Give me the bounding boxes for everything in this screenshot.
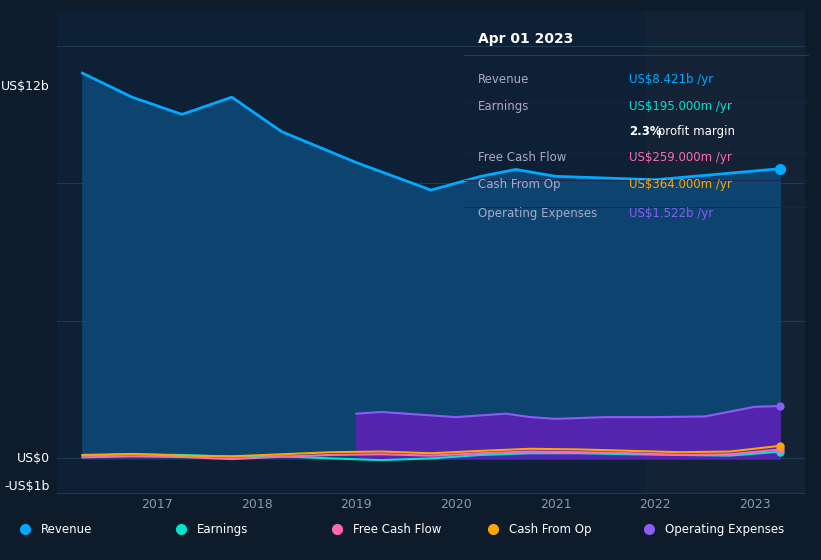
- Text: US$1.522b /yr: US$1.522b /yr: [630, 207, 713, 221]
- Text: 2.3%: 2.3%: [630, 124, 662, 138]
- Text: Operating Expenses: Operating Expenses: [665, 522, 784, 536]
- Text: US$8.421b /yr: US$8.421b /yr: [630, 73, 713, 86]
- Text: Revenue: Revenue: [478, 73, 529, 86]
- Text: Cash From Op: Cash From Op: [509, 522, 591, 536]
- Text: US$0: US$0: [17, 452, 50, 465]
- Bar: [645, 11, 805, 493]
- Text: Cash From Op: Cash From Op: [478, 178, 560, 192]
- Text: US$195.000m /yr: US$195.000m /yr: [630, 100, 732, 113]
- Text: US$259.000m /yr: US$259.000m /yr: [630, 151, 732, 165]
- Text: Earnings: Earnings: [197, 522, 249, 536]
- Text: -US$1b: -US$1b: [5, 480, 50, 493]
- Text: US$364.000m /yr: US$364.000m /yr: [630, 178, 732, 192]
- Text: Revenue: Revenue: [41, 522, 93, 536]
- Text: Apr 01 2023: Apr 01 2023: [478, 32, 573, 46]
- Text: Free Cash Flow: Free Cash Flow: [478, 151, 566, 165]
- Text: profit margin: profit margin: [654, 124, 735, 138]
- Text: US$12b: US$12b: [2, 80, 50, 93]
- Text: Free Cash Flow: Free Cash Flow: [353, 522, 442, 536]
- Text: Earnings: Earnings: [478, 100, 529, 113]
- Text: Operating Expenses: Operating Expenses: [478, 207, 597, 221]
